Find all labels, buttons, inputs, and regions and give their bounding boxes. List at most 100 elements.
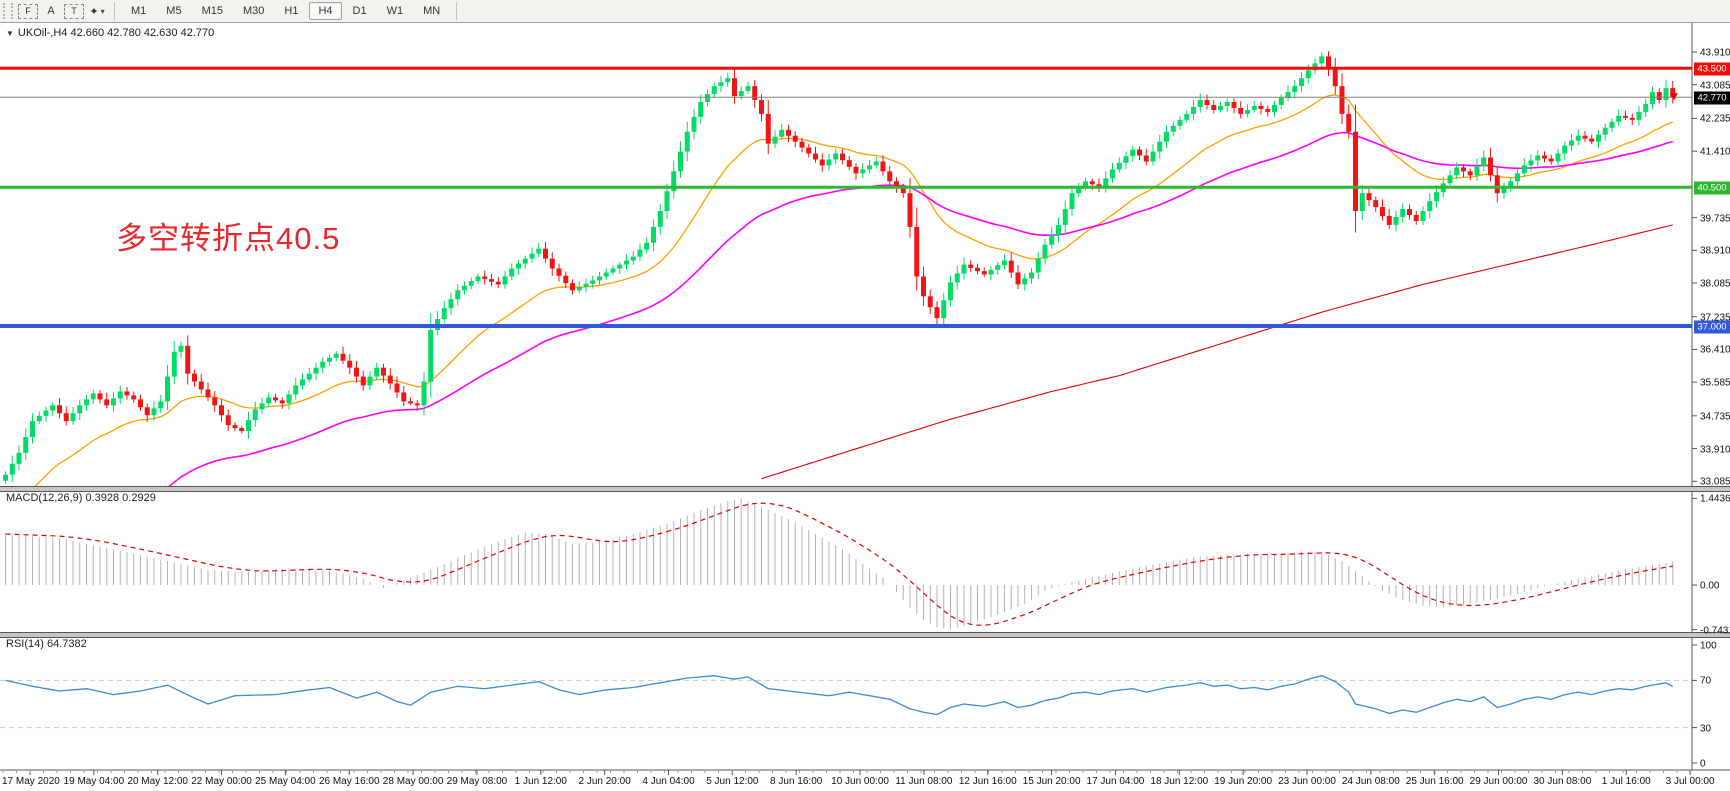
candle-body xyxy=(1562,145,1568,154)
time-label: 30 Jun 08:00 xyxy=(1533,776,1592,787)
text-label-icon[interactable]: A xyxy=(47,5,55,17)
candle-body xyxy=(975,267,980,272)
chart-annotation-text: 多空转折点40.5 xyxy=(116,221,341,256)
candle-body xyxy=(1224,102,1230,106)
collapse-arrow-icon[interactable]: ▼ xyxy=(6,29,14,38)
candle-body xyxy=(1272,104,1277,112)
timeframe-button-m1[interactable]: M1 xyxy=(131,5,147,17)
axis-tick-label-33.910: 33.910 xyxy=(1700,444,1730,456)
candle-body xyxy=(1359,193,1365,212)
candle-body xyxy=(941,300,947,319)
candle-body xyxy=(1278,98,1284,105)
panel-splitter-rsi[interactable] xyxy=(0,632,1730,638)
candle-body xyxy=(610,268,616,273)
candle-body xyxy=(833,153,839,160)
ma-mid-magenta xyxy=(168,131,1674,486)
panel-splitter-macd[interactable] xyxy=(0,486,1730,492)
candle-body xyxy=(1542,155,1547,159)
timeframe-button-mn[interactable]: MN xyxy=(423,5,441,17)
axis-tick-label-38.910: 38.910 xyxy=(1700,245,1730,257)
chart-canvas[interactable] xyxy=(0,23,1730,791)
candle-body xyxy=(1305,70,1311,79)
candle-body xyxy=(1521,165,1527,174)
candle-body xyxy=(691,116,697,132)
candle-body xyxy=(144,407,150,416)
timeframe-button-m15[interactable]: M15 xyxy=(201,5,223,17)
time-label: 20 May 12:00 xyxy=(127,776,188,787)
timeframe-button-d1[interactable]: D1 xyxy=(352,5,367,17)
candle-body xyxy=(1069,193,1075,210)
candle-body xyxy=(1643,103,1649,112)
time-label: 17 Jun 04:00 xyxy=(1086,776,1145,787)
grid-f-icon[interactable]: F xyxy=(18,3,38,19)
text-box-icon[interactable]: T xyxy=(64,3,84,19)
toolbar-drag-handle[interactable] xyxy=(3,3,13,19)
price-tag-40.500: 40.500 xyxy=(1694,181,1730,195)
candle-body xyxy=(873,161,879,166)
candle-body xyxy=(408,401,413,404)
toolbar-separator xyxy=(114,2,115,20)
axis-tick-label-36.410: 36.410 xyxy=(1700,344,1730,356)
candle-body xyxy=(738,91,744,97)
candle-body xyxy=(1116,162,1122,170)
candle-body xyxy=(1238,107,1244,114)
candle-body xyxy=(97,393,103,400)
candle-body xyxy=(1110,169,1115,179)
candle-body xyxy=(509,268,515,277)
candle-body xyxy=(651,226,656,243)
objects-icon[interactable]: ✦ ▾ xyxy=(88,3,106,19)
axis-tick-label-39.735: 39.735 xyxy=(1700,213,1730,225)
candle-body xyxy=(394,383,400,393)
candle-body xyxy=(293,385,299,395)
chevron-down-icon: ▾ xyxy=(100,6,105,16)
candle-body xyxy=(374,367,380,377)
candle-body xyxy=(1494,175,1500,194)
candle-body xyxy=(1434,192,1439,202)
candle-body xyxy=(968,264,974,268)
candle-body xyxy=(124,391,130,396)
candle-body xyxy=(1245,109,1250,114)
candle-body xyxy=(1076,187,1082,194)
candle-body xyxy=(178,345,184,352)
time-label: 5 Jun 12:00 xyxy=(706,776,759,787)
candle-body xyxy=(590,280,596,284)
candle-body xyxy=(880,161,886,172)
axis-tick-label-100: 100 xyxy=(1700,640,1717,652)
candle-body xyxy=(617,264,623,269)
timeframe-button-w1[interactable]: W1 xyxy=(386,5,404,17)
candle-body xyxy=(1373,200,1379,208)
candle-body xyxy=(1015,272,1021,285)
chart-window[interactable]: ▼ UKOil-,H4 42.660 42.780 42.630 42.770 多… xyxy=(0,23,1730,791)
toolbar-separator xyxy=(456,2,458,20)
candle-body xyxy=(988,269,994,275)
candle-body xyxy=(1474,166,1480,176)
time-label: 17 May 2020 xyxy=(2,776,60,787)
rsi-indicator-label: RSI(14) 64.7382 xyxy=(6,638,87,650)
time-label: 26 May 16:00 xyxy=(318,776,380,787)
axis-tick-label-1.4436: 1.4436 xyxy=(1700,493,1730,505)
candle-body xyxy=(1650,92,1655,104)
candle-body xyxy=(1002,260,1007,266)
candle-body xyxy=(819,159,825,166)
candle-body xyxy=(556,268,562,276)
candle-body xyxy=(1042,244,1048,259)
candle-body xyxy=(428,329,434,382)
axis-tick-label-41.410: 41.410 xyxy=(1700,146,1730,158)
timeframe-button-m30[interactable]: M30 xyxy=(242,5,265,17)
candle-body xyxy=(1629,117,1635,120)
candle-body xyxy=(198,381,204,390)
candle-body xyxy=(1589,138,1595,142)
candle-body xyxy=(1029,272,1034,279)
candle-body xyxy=(732,78,737,97)
candle-body xyxy=(516,263,521,269)
axis-tick-label-0.00: 0.00 xyxy=(1700,580,1720,592)
candle-body xyxy=(914,226,920,277)
timeframe-button-h4[interactable]: H4 xyxy=(309,2,342,20)
timeframe-button-h1[interactable]: H1 xyxy=(284,5,299,17)
candle-body xyxy=(570,283,575,291)
timeframe-button-m5[interactable]: M5 xyxy=(166,5,182,17)
time-label: 25 May 04:00 xyxy=(255,776,316,787)
candle-body xyxy=(502,276,508,285)
axis-tick-label-33.085: 33.085 xyxy=(1700,476,1730,488)
candle-body xyxy=(1515,173,1520,182)
